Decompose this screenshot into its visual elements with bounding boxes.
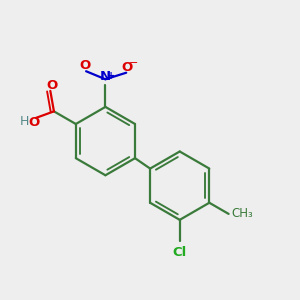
Text: O: O: [29, 116, 40, 129]
Text: Cl: Cl: [172, 246, 187, 259]
Text: N: N: [100, 70, 111, 83]
Text: −: −: [129, 58, 139, 68]
Text: O: O: [79, 59, 90, 72]
Text: +: +: [107, 71, 115, 81]
Text: O: O: [122, 61, 133, 74]
Text: O: O: [46, 79, 57, 92]
Text: H: H: [20, 115, 29, 128]
Text: CH₃: CH₃: [232, 207, 253, 220]
